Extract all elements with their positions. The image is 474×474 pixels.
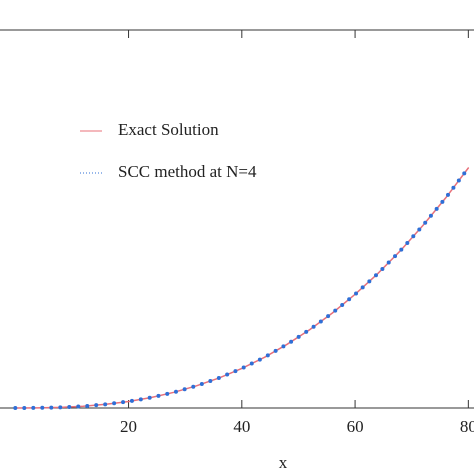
legend-label: Exact Solution — [118, 120, 219, 139]
x-tick-label: 20 — [120, 417, 137, 436]
x-tick-label: 80 — [460, 417, 474, 436]
line-series — [14, 167, 470, 409]
x-axis-label: x — [279, 453, 288, 472]
x-tick-label: 60 — [347, 417, 364, 436]
legend-label: SCC method at N=4 — [118, 162, 257, 181]
x-tick-label: 40 — [233, 417, 250, 436]
dotted-series — [13, 166, 471, 410]
